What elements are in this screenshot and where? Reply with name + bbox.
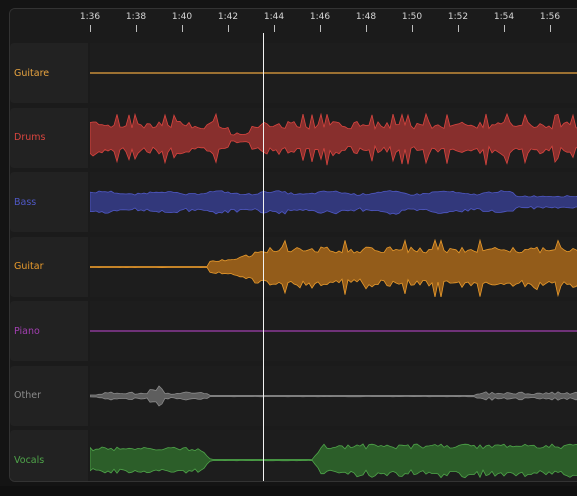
waveform-vocals — [90, 443, 577, 479]
track-lane-guitare[interactable] — [90, 43, 577, 103]
timeline-ruler[interactable]: 1:36 1:38 1:40 1:42 1:44 1:46 1:48 1:50 1:52 1:54… — [10, 9, 577, 35]
waveform-piano — [90, 330, 577, 332]
tick-label: 1:54 — [493, 12, 515, 22]
track-name: Bass — [14, 196, 37, 208]
tick-mark — [274, 25, 275, 32]
tick-label: 1:46 — [309, 12, 331, 22]
tick-mark — [412, 25, 413, 32]
waveform-shape — [90, 384, 577, 406]
waveform-guitar — [90, 238, 577, 297]
tick-mark — [90, 25, 91, 32]
waveform-guitare — [90, 72, 577, 74]
track-header-other[interactable]: Other — [10, 365, 88, 426]
playhead[interactable] — [262, 33, 264, 481]
track-header-guitar[interactable]: Guitar — [10, 236, 88, 297]
track-lane-bass[interactable] — [90, 172, 577, 232]
tick-label: 1:48 — [355, 12, 377, 22]
tick-label: 1:56 — [539, 12, 561, 22]
track-lane-vocals[interactable] — [90, 430, 577, 481]
track-name: Guitar — [14, 261, 44, 272]
tick-mark — [504, 25, 505, 32]
track-lane-piano[interactable] — [90, 301, 577, 361]
tick-mark — [320, 25, 321, 32]
waveform-drums — [90, 112, 577, 165]
bottom-bar — [0, 486, 577, 496]
waveform-bass — [90, 190, 577, 215]
track-header-bass[interactable]: Bass — [10, 172, 88, 232]
tracks-panel: 1:36 1:38 1:40 1:42 1:44 1:46 1:48 1:50 1:52 1:54… — [9, 8, 577, 482]
track-lane-other[interactable] — [90, 365, 577, 426]
tick-mark — [182, 25, 183, 32]
track-lane-drums[interactable] — [90, 107, 577, 168]
tick-label: 1:42 — [217, 12, 239, 22]
track-name: Other — [14, 390, 41, 401]
tick-label: 1:40 — [171, 12, 193, 22]
track-name: Guitare — [14, 67, 50, 79]
waveform-shape — [90, 443, 577, 479]
track-header-drums[interactable]: Drums — [10, 107, 88, 168]
track-header-guitare[interactable]: Guitare — [10, 43, 88, 103]
waveform-other — [90, 384, 577, 406]
tick-label: 1:44 — [263, 12, 285, 22]
tick-mark — [366, 25, 367, 32]
tick-label: 1:36 — [79, 12, 101, 22]
tick-mark — [228, 25, 229, 32]
track-name: Piano — [14, 325, 40, 337]
waveform-shape — [90, 190, 577, 215]
track-name: Drums — [14, 132, 46, 143]
track-header-vocals[interactable]: Vocals — [10, 430, 88, 481]
waveform-shape — [90, 238, 577, 297]
tick-label: 1:38 — [125, 12, 147, 22]
tick-mark — [136, 25, 137, 32]
track-header-piano[interactable]: Piano — [10, 301, 88, 361]
tick-mark — [458, 25, 459, 32]
waveform-shape — [90, 112, 577, 165]
track-name: Vocals — [14, 454, 45, 466]
tick-label: 1:50 — [401, 12, 423, 22]
tick-mark — [550, 25, 551, 32]
track-lane-guitar[interactable] — [90, 236, 577, 297]
tick-label: 1:52 — [447, 12, 469, 22]
